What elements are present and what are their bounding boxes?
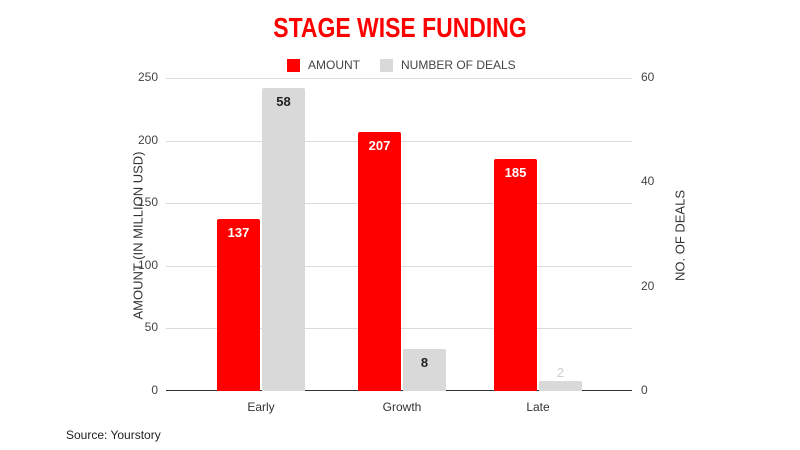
y-axis-label-left: AMOUNT (IN MILLION USD) (130, 151, 146, 320)
x-tick-label: Growth (382, 400, 422, 414)
x-tick-label: Late (526, 400, 550, 414)
y-tick-left: 100 (137, 257, 158, 272)
legend-label-deals: NUMBER OF DEALS (401, 58, 516, 72)
bar-deals: 2 (539, 365, 582, 391)
y-tick-right: 60 (641, 70, 655, 84)
y-tick-left: 150 (137, 195, 158, 210)
y-tick-left: 250 (137, 70, 158, 84)
legend-label-amount: AMOUNT (308, 58, 360, 72)
legend-item-amount: AMOUNT (287, 58, 360, 72)
y-axis-label-right: NO. OF DEALS (672, 189, 688, 282)
bar-value-label: 8 (420, 355, 429, 371)
x-tick-label: Early (247, 400, 275, 414)
bar-value-label: 2 (556, 364, 565, 380)
source-note: Source: Yourstory (66, 428, 161, 442)
bar-deals: 8 (403, 349, 446, 391)
y-tick-left: 50 (144, 320, 158, 335)
chart-title: STAGE WISE FUNDING (273, 12, 527, 43)
bar-value-label: 58 (276, 94, 291, 110)
y-tick-right: 20 (641, 278, 655, 293)
legend-item-deals: NUMBER OF DEALS (380, 58, 516, 72)
legend: AMOUNT NUMBER OF DEALS (287, 58, 536, 72)
gridline (166, 78, 632, 79)
y-tick-right: 40 (641, 174, 655, 189)
y-tick-left: 0 (151, 383, 158, 397)
plot-area: 0 50 100 150 200 250 0 20 40 60 137 58 207 8 185 2 (138, 70, 654, 397)
y-tick-left: 200 (137, 132, 158, 147)
bar-value-label: 185 (504, 165, 527, 181)
bar-value-label: 207 (368, 137, 391, 153)
bar-value-label: 137 (227, 225, 250, 241)
legend-swatch-amount (287, 58, 300, 72)
bar-amount: 207 (358, 131, 401, 391)
y-tick-right: 0 (641, 383, 648, 397)
bar-amount: 185 (494, 159, 537, 391)
bar-deals: 58 (262, 88, 305, 391)
legend-swatch-deals (380, 58, 393, 72)
bar-amount: 137 (217, 219, 260, 391)
